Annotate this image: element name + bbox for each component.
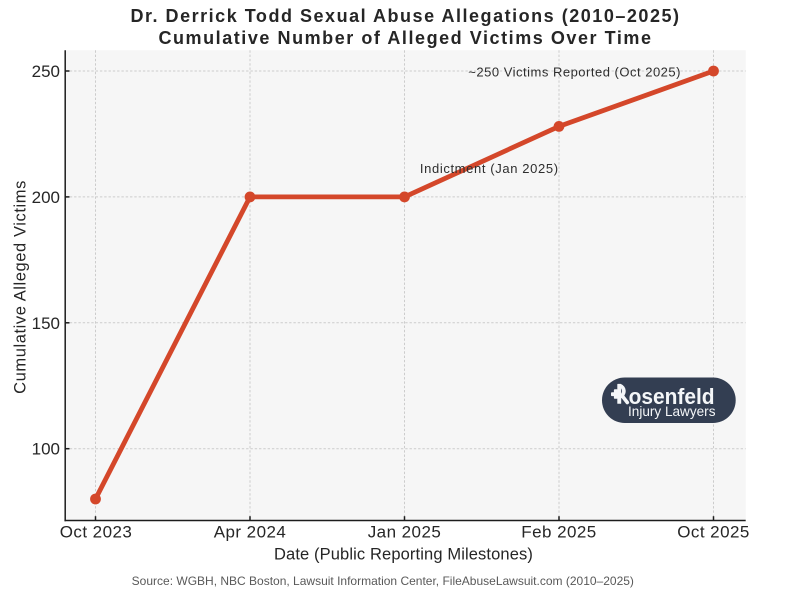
svg-text:250: 250 [32, 62, 60, 81]
svg-text:Source: WGBH, NBC Boston, Laws: Source: WGBH, NBC Boston, Lawsuit Inform… [132, 574, 634, 588]
svg-text:Indictment (Jan 2025): Indictment (Jan 2025) [420, 161, 559, 176]
svg-text:Jan 2025: Jan 2025 [368, 523, 442, 542]
svg-text:Cumulative Number of Alleged V: Cumulative Number of Alleged Victims Ove… [158, 28, 652, 48]
svg-text:Oct 2023: Oct 2023 [60, 523, 133, 542]
svg-text:100: 100 [32, 440, 60, 459]
svg-text:Apr 2024: Apr 2024 [214, 523, 287, 542]
svg-text:Oct 2025: Oct 2025 [677, 523, 750, 542]
svg-text:Cumulative Alleged Victims: Cumulative Alleged Victims [11, 180, 29, 394]
svg-text:Feb 2025: Feb 2025 [521, 523, 596, 542]
svg-text:150: 150 [32, 314, 60, 333]
svg-text:osenfeld: osenfeld [629, 384, 715, 409]
svg-text:200: 200 [32, 188, 60, 207]
svg-text:Dr. Derrick Todd Sexual Abuse: Dr. Derrick Todd Sexual Abuse Allegation… [130, 6, 680, 26]
svg-text:~250 Victims Reported (Oct 202: ~250 Victims Reported (Oct 2025) [468, 64, 681, 79]
svg-text:Injury Lawyers: Injury Lawyers [628, 403, 716, 419]
svg-text:Date (Public Reporting Milesto: Date (Public Reporting Milestones) [274, 546, 533, 564]
